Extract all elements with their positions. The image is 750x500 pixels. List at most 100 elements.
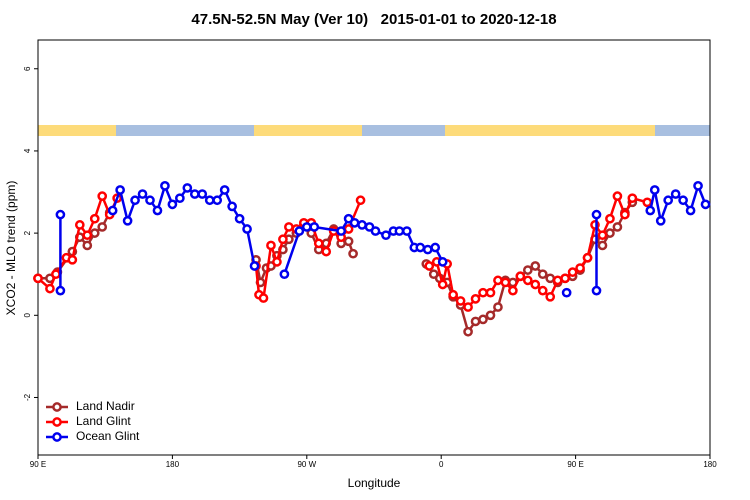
point (74, 220, 85, 230)
point (515, 271, 526, 282)
point (137, 189, 148, 199)
point (321, 246, 332, 257)
point (97, 191, 108, 201)
point (182, 183, 193, 193)
point (33, 273, 43, 284)
point (279, 269, 290, 280)
point (552, 275, 563, 286)
point (612, 222, 623, 232)
point (561, 287, 572, 298)
point (145, 195, 155, 206)
point (107, 205, 118, 216)
point (508, 285, 518, 296)
point (567, 267, 578, 278)
ocean-band (38, 125, 710, 136)
point (700, 199, 711, 210)
point (655, 215, 666, 226)
point (545, 273, 556, 284)
point (313, 238, 324, 249)
point (355, 195, 366, 206)
legend-label: Land Nadir (76, 399, 135, 413)
point (89, 213, 100, 224)
point (349, 217, 360, 228)
point (493, 275, 503, 286)
point (470, 316, 481, 327)
point (234, 213, 245, 224)
point (537, 269, 548, 280)
point (560, 273, 570, 284)
point (522, 275, 533, 286)
legend-label: Land Glint (76, 414, 131, 428)
point (89, 228, 100, 238)
point (485, 310, 496, 321)
point (336, 226, 346, 236)
point (204, 195, 215, 206)
point (249, 261, 260, 271)
point (343, 236, 354, 247)
point (448, 289, 458, 300)
x-tick-label: 180 (703, 460, 717, 469)
point (152, 205, 163, 216)
x-axis-label: Longitude (348, 476, 401, 490)
point (545, 291, 556, 302)
point (678, 195, 688, 206)
point (82, 240, 93, 251)
point (402, 226, 412, 236)
point (582, 252, 593, 263)
x-tick-label: 90 E (567, 460, 583, 469)
point (649, 185, 660, 195)
point (370, 226, 381, 236)
point (415, 242, 426, 253)
point (605, 213, 615, 224)
x-tick-label: 180 (166, 460, 180, 469)
point (97, 222, 108, 232)
point (485, 287, 496, 298)
point (530, 279, 541, 290)
point (685, 205, 696, 216)
y-axis-label: XCO2 - MLO trend (ppm) (4, 181, 18, 316)
point (493, 302, 503, 312)
x-tick-label: 90 E (30, 460, 46, 469)
point (575, 263, 585, 273)
point (605, 228, 615, 238)
point (175, 193, 185, 204)
point (294, 226, 305, 236)
point (278, 234, 288, 245)
point (284, 222, 294, 232)
point (591, 285, 602, 296)
point (537, 285, 548, 296)
point (463, 326, 473, 337)
point (219, 185, 230, 195)
point (620, 209, 630, 220)
legend-marker (52, 432, 62, 442)
x-tick-label: 90 W (297, 460, 316, 469)
point (212, 195, 223, 206)
legend-label: Ocean Glint (76, 429, 140, 443)
point (45, 283, 55, 294)
point (130, 195, 140, 206)
point (612, 191, 623, 201)
point (197, 189, 208, 199)
point (424, 261, 435, 271)
land-band (254, 125, 362, 136)
point (115, 185, 125, 195)
point (597, 230, 608, 241)
point (55, 285, 66, 296)
point (348, 248, 358, 259)
point (82, 230, 93, 241)
point (670, 189, 681, 199)
point (500, 277, 511, 288)
legend-marker (52, 402, 62, 412)
point (309, 222, 320, 232)
point (663, 195, 674, 206)
point (343, 224, 354, 234)
point (227, 201, 237, 212)
y-tick-label: 6 (23, 66, 32, 71)
land-band (445, 125, 655, 136)
plot-frame (37, 39, 711, 456)
point (266, 240, 276, 251)
